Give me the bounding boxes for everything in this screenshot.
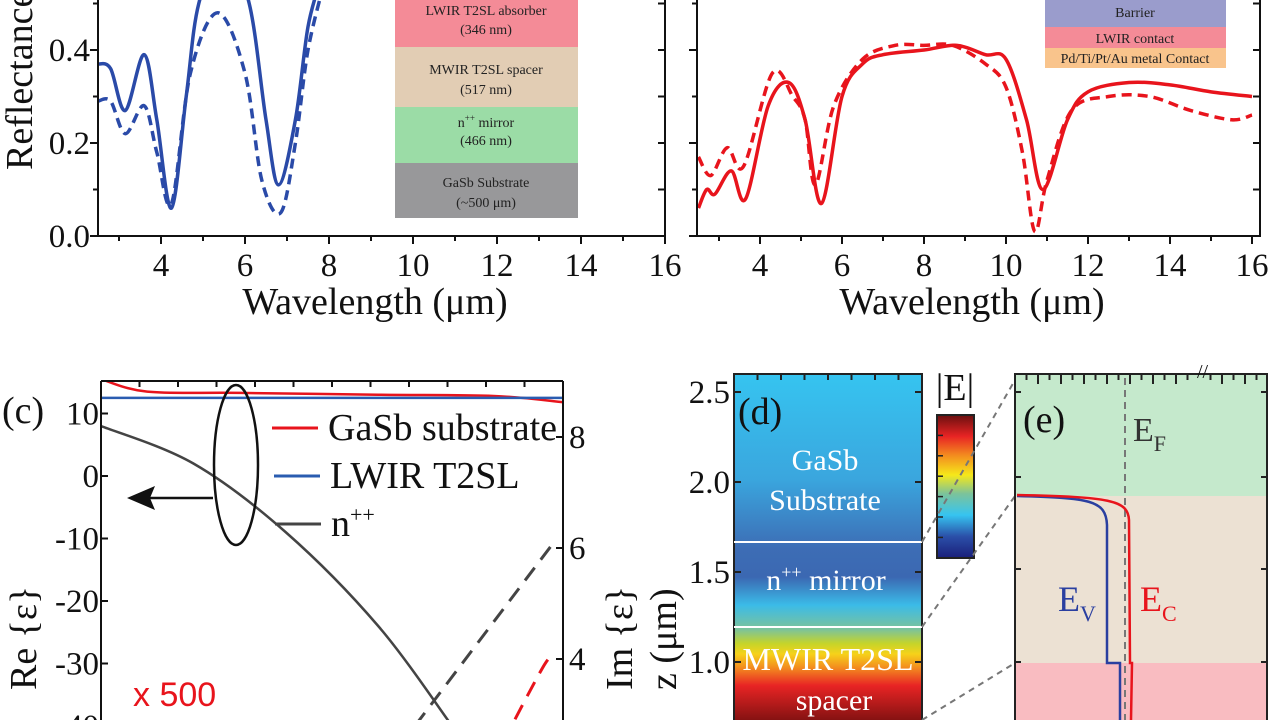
panel-c: (c) Re {ε} Im {ε} GaSb substrate LWIR T2…	[2, 380, 641, 720]
region-label: GaSb	[792, 444, 859, 477]
series-line-solid	[696, 43, 1253, 209]
x-tick-label: 12	[481, 248, 514, 284]
x-tick-label: 16	[1236, 248, 1269, 284]
layer-label: Pd/Ti/Pt/Au metal Contact	[1061, 52, 1210, 67]
x-tick-label: 14	[565, 248, 598, 284]
x-tick-label: 6	[834, 248, 851, 284]
panel-a-layer-inset: LWIR T2SL absorber (346 nm) MWIR T2SL sp…	[395, 0, 578, 218]
colorbar-label: |E|	[936, 367, 974, 409]
layer-label: LWIR contact	[1096, 32, 1175, 47]
layer-label: LWIR T2SL absorber	[425, 4, 546, 19]
x-tick-label: 14	[1154, 248, 1187, 284]
panel-e-label: (e)	[1023, 399, 1065, 441]
panel-d: (d) GaSb Substrate n++ mirror MWIR T2SL …	[643, 367, 1016, 720]
panel-b-layer-inset: Barrier LWIR contact Pd/Ti/Pt/Au metal C…	[1045, 0, 1226, 68]
panel-d-ylabel: z (μm)	[643, 588, 685, 690]
colorbar	[936, 414, 975, 559]
x-tick-label: 10	[397, 248, 430, 284]
layer-label: MWIR T2SL spacer	[429, 63, 543, 78]
y-tick-label-left: -40	[55, 709, 99, 720]
panel-e: // (e) EF EV EC	[1014, 361, 1268, 720]
y-tick-label-right: 8	[569, 420, 586, 456]
region-green	[1015, 374, 1267, 496]
layer-label: GaSb Substrate	[443, 176, 530, 191]
scale-annotation: x 500	[133, 676, 216, 714]
layer-lwir-absorber	[395, 0, 578, 47]
region-beige	[1015, 496, 1267, 663]
x-tick-label: 10	[990, 248, 1023, 284]
left-axis-marker-ellipse	[212, 383, 260, 547]
region-label: MWIR T2SL	[743, 641, 914, 677]
y-tick-label: 0.2	[49, 126, 90, 162]
layer-gasb-substrate	[395, 163, 578, 218]
series-line	[512, 655, 556, 720]
legend-label-gasb: GaSb substrate	[328, 407, 557, 449]
y-tick-label: 1.0	[689, 645, 730, 681]
y-tick-label: 2.5	[689, 375, 730, 411]
layer-thickness: (~500 μm)	[456, 196, 516, 211]
panel-a-xlabel: Wavelength (μm)	[242, 281, 507, 323]
panel-b: Barrier LWIR contact Pd/Ti/Pt/Au metal C…	[689, 0, 1269, 323]
series-line-dashed	[97, 0, 322, 216]
field-map	[733, 373, 923, 720]
conduction-band-curve	[1016, 493, 1134, 720]
conduction-band-label: EC	[1140, 579, 1177, 626]
x-tick-label: 8	[916, 248, 933, 284]
y-tick-label-right: 4	[569, 642, 586, 678]
x-tick-label: 8	[321, 248, 338, 284]
y-tick-label-right: 6	[569, 531, 586, 567]
layer-barrier	[1045, 0, 1226, 27]
valence-band-label: EV	[1058, 579, 1096, 626]
layer-metal-contact	[1045, 48, 1226, 68]
panel-c-label: (c)	[2, 390, 44, 432]
series-line-solid	[97, 0, 317, 210]
y-tick-label-left: 10	[66, 397, 99, 433]
layer-mwir-spacer	[395, 47, 578, 107]
layer-thickness: (466 nm)	[460, 134, 512, 149]
y-tick-label-left: -30	[55, 647, 99, 683]
y-tick-label-left: -20	[55, 584, 99, 620]
x-tick-label: 12	[1072, 248, 1105, 284]
panel-a-ylabel: Reflectance	[0, 0, 41, 170]
layer-lwir-contact	[1045, 27, 1226, 48]
series-line	[102, 381, 563, 404]
series-line	[417, 541, 555, 720]
y-tick-label: 0.4	[49, 33, 90, 69]
panel-d-label: (d)	[738, 391, 782, 433]
fermi-level-label: EF	[1133, 412, 1166, 456]
y-tick-label: 0.0	[49, 219, 90, 255]
x-tick-label: 4	[153, 248, 170, 284]
panel-b-xlabel: Wavelength (μm)	[839, 281, 1104, 323]
layer-n-mirror	[395, 107, 578, 163]
x-tick-label: 6	[237, 248, 254, 284]
region-pink	[1015, 663, 1267, 720]
y-tick-label-left: -10	[55, 522, 99, 558]
y-tick-label: 2.0	[689, 465, 730, 501]
x-tick-label: 16	[649, 248, 682, 284]
axis-break-icon: //	[1197, 361, 1209, 383]
legend-label-n: n++	[331, 502, 375, 545]
legend-label-lwir: LWIR T2SL	[330, 455, 520, 497]
zoom-connector-lines	[921, 379, 1016, 720]
left-arrow-head-icon	[127, 486, 155, 510]
series-line-dashed	[696, 42, 1253, 234]
y-tick-label: 1.5	[689, 555, 730, 591]
layer-thickness: (346 nm)	[460, 23, 512, 38]
series-line	[101, 424, 450, 720]
panel-c-legend: GaSb substrate LWIR T2SL n++	[272, 407, 557, 545]
panel-c-ylabel-right: Im {ε}	[599, 586, 641, 690]
panel-a: Reflectance LWIR T2SL absorber (346 nm) …	[0, 0, 682, 323]
region-label: n++ mirror	[766, 562, 885, 597]
x-tick-label: 4	[752, 248, 769, 284]
panel-c-ylabel-left: Re {ε}	[3, 586, 45, 690]
y-tick-label-left: 0	[83, 459, 100, 495]
layer-label: Barrier	[1115, 6, 1155, 21]
region-label: spacer	[796, 684, 873, 717]
region-label: Substrate	[769, 484, 881, 517]
layer-thickness: (517 nm)	[460, 83, 512, 98]
